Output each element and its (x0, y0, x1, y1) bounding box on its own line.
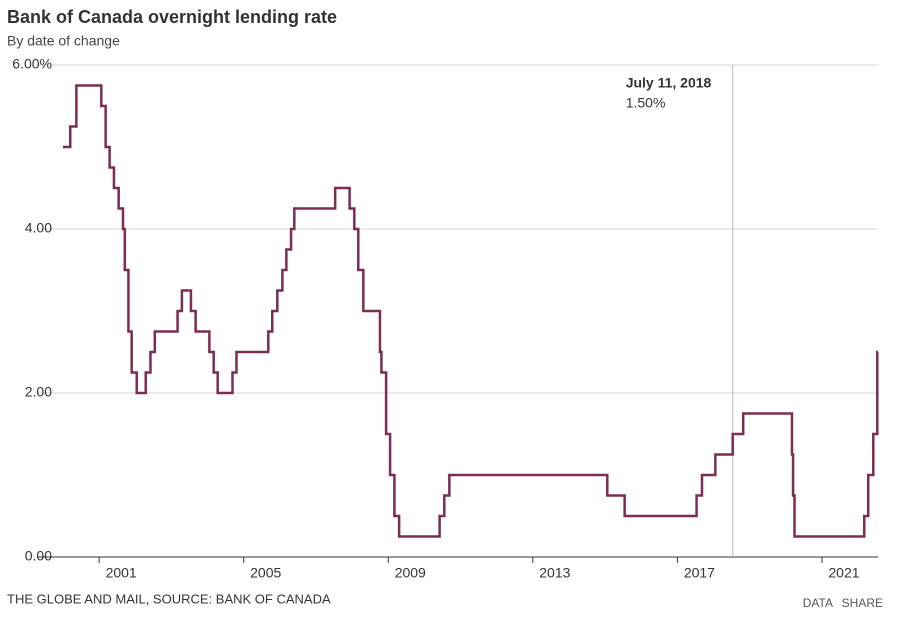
y-tick-label: 6.00% (12, 56, 52, 72)
chart-subtitle: By date of change (7, 33, 120, 49)
share-button[interactable]: SHARE (842, 596, 883, 610)
annotation-title: July 11, 2018 (626, 75, 712, 91)
x-tick-label: 2009 (395, 565, 426, 581)
x-tick-label: 2021 (828, 565, 859, 581)
rate-line (63, 84, 879, 538)
x-tick-label: 2017 (684, 565, 715, 581)
x-tick-label: 2005 (250, 565, 281, 581)
x-tick-label: 2001 (106, 565, 137, 581)
y-tick-label: 2.00 (25, 384, 52, 400)
source: THE GLOBE AND MAIL, SOURCE: BANK OF CANA… (7, 591, 331, 606)
data-button[interactable]: DATA (803, 596, 833, 610)
chart-title: Bank of Canada overnight lending rate (7, 7, 337, 27)
y-tick-label: 4.00 (25, 220, 52, 236)
y-tick-label: 0.00 (25, 548, 52, 564)
x-tick-label: 2013 (539, 565, 570, 581)
annotation-value: 1.50% (626, 95, 666, 111)
